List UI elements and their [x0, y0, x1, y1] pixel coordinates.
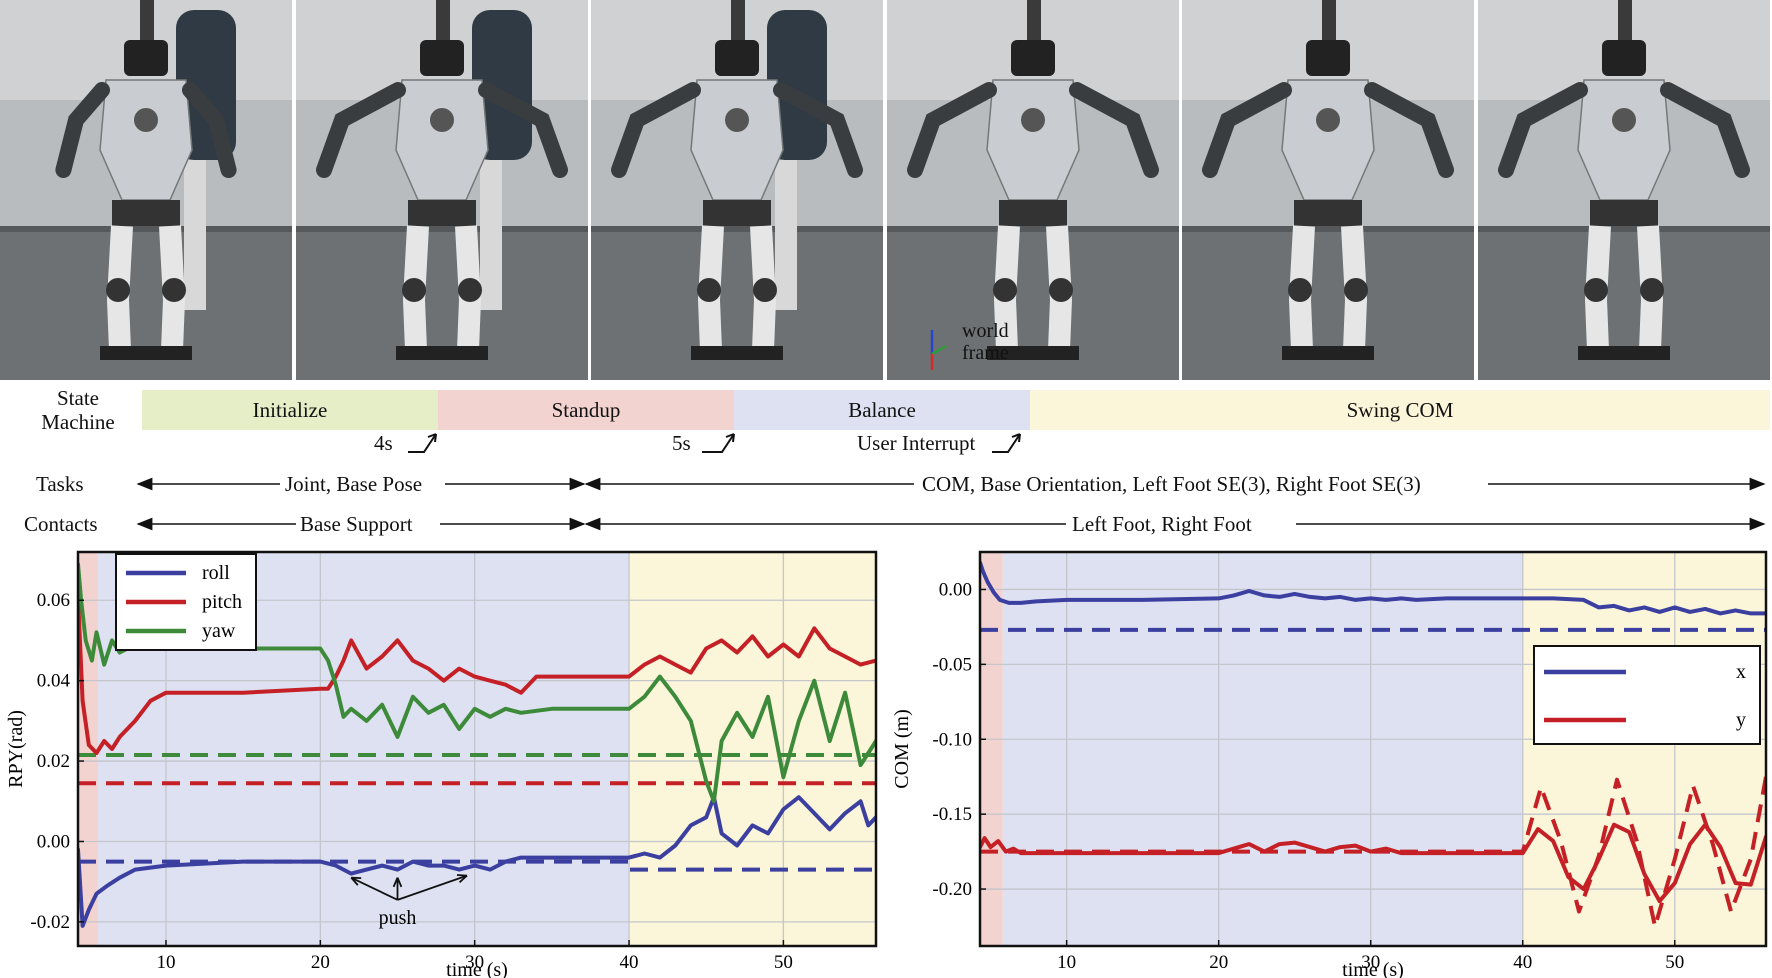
com-chart: 10 20 30 40 50 0.00 -0.05 -0.10 -0.15 -0.20 time (…: [891, 550, 1768, 978]
state-machine-label: State Machine: [28, 386, 128, 434]
x-tick-label: 30: [1361, 952, 1380, 973]
robot-photo: [1182, 0, 1474, 380]
state-balance-label: Balance: [848, 397, 916, 422]
robot-photo: [296, 0, 588, 380]
tasks-left-text: Joint, Base Pose: [285, 472, 423, 496]
transition-5s-label: 5s: [672, 431, 691, 455]
x-axis-label: time (s): [446, 959, 508, 978]
x-tick-label: 40: [620, 952, 639, 973]
robot-photo: [0, 0, 292, 380]
annotation-arrow: [397, 874, 468, 901]
series-line-y: [980, 822, 1766, 904]
x-tick-label: 20: [311, 952, 330, 973]
x-tick-label: 10: [156, 952, 175, 973]
series-line-roll: [78, 795, 876, 928]
state-swing-com: Swing COM: [1030, 390, 1770, 430]
series-line-pitch: [78, 594, 876, 755]
legend-label: pitch: [202, 591, 242, 613]
state-machine-label-line1: State: [57, 386, 99, 410]
rpy-chart: 10 20 30 40 50 -0.02 0.00 0.02 0.04 0.06 time (s) R…: [5, 550, 878, 978]
state-initialize: Initialize: [142, 390, 438, 430]
transition-4s-label: 4s: [374, 431, 393, 455]
tasks-contacts-arrows: [136, 477, 1766, 531]
photo-frame: [591, 0, 883, 380]
photo-frame: [887, 0, 1179, 380]
world-frame-annotation: world frame: [918, 320, 1038, 380]
y-tick-label: -0.15: [932, 804, 972, 825]
y-tick-label: -0.02: [30, 912, 70, 933]
transition-5s: 5s: [672, 431, 691, 456]
x-tick-label: 30: [465, 952, 484, 973]
y-tick-label: 0.02: [37, 751, 70, 772]
legend-label: roll: [202, 562, 230, 584]
transition-arrow-3: [992, 433, 1021, 453]
state-standup-label: Standup: [551, 397, 621, 422]
legend-label: x: [1736, 661, 1746, 683]
tasks-label: Tasks: [36, 472, 84, 496]
photo-frame: [1478, 0, 1770, 380]
contacts-left-text: Base Support: [300, 512, 413, 536]
y-tick-label: 0.00: [37, 831, 70, 852]
y-axis-label: COM (m): [891, 709, 913, 788]
robot-photo: [887, 0, 1179, 380]
x-tick-label: 40: [1513, 952, 1532, 973]
state-machine-label-line2: Machine: [41, 410, 115, 434]
annotation-arrowhead: [392, 877, 403, 888]
y-tick-label: -0.10: [932, 729, 972, 750]
series-line-roll-reference: [78, 859, 876, 872]
phase-region-swing-com: [629, 552, 876, 946]
legend-label: yaw: [202, 620, 236, 642]
state-swing-com-label: Swing COM: [1346, 397, 1454, 422]
x-tick-label: 20: [1209, 952, 1228, 973]
state-standup: Standup: [438, 390, 734, 430]
x-tick-label: 10: [1057, 952, 1076, 973]
y-tick-label: 0.06: [37, 590, 70, 611]
annotation-label: push: [379, 907, 417, 929]
robot-photo: [1478, 0, 1770, 380]
transition-arrow-1: [408, 433, 437, 453]
phase-region-standup: [980, 552, 1003, 946]
x-tick-label: 50: [774, 952, 793, 973]
annotation-arrowhead: [350, 876, 362, 886]
y-tick-label: -0.05: [932, 654, 972, 675]
annotation-arrowhead: [456, 874, 468, 884]
photo-frame: [1182, 0, 1474, 380]
photo-frame: [0, 0, 292, 380]
photo-frame: [296, 0, 588, 380]
world-frame-label-2: frame: [962, 342, 1009, 364]
y-tick-label: 0.00: [939, 579, 972, 600]
y-axis-label: RPY(rad): [5, 710, 27, 788]
tasks-right-text: COM, Base Orientation, Left Foot SE(3), …: [922, 472, 1421, 496]
series-line-y-reference: [980, 776, 1766, 929]
transition-user-interrupt: User Interrupt: [857, 431, 975, 456]
phase-region-balance: [1002, 552, 1523, 946]
y-tick-label: -0.20: [932, 879, 972, 900]
contacts-label: Contacts: [24, 512, 98, 536]
transition-arrow-2: [702, 433, 735, 453]
plot-frame: [978, 550, 1768, 948]
legend-box: [1533, 645, 1761, 745]
state-initialize-label: Initialize: [252, 397, 328, 422]
annotation-arrow: [350, 876, 398, 901]
world-frame-axes-icon: [930, 330, 947, 370]
robot-photo: [591, 0, 883, 380]
world-frame-label-1: world: [962, 320, 1009, 342]
state-balance: Balance: [734, 390, 1030, 430]
transition-user-interrupt-label: User Interrupt: [857, 431, 976, 455]
plot-frame: [76, 550, 878, 948]
x-axis-label: time (s): [1342, 959, 1404, 978]
transition-4s: 4s: [374, 431, 393, 456]
y-tick-label: 0.04: [37, 671, 71, 692]
x-tick-label: 50: [1665, 952, 1684, 973]
contacts-right-text: Left Foot, Right Foot: [1072, 512, 1252, 536]
series-line-x: [980, 560, 1766, 616]
legend-label: y: [1736, 709, 1746, 731]
